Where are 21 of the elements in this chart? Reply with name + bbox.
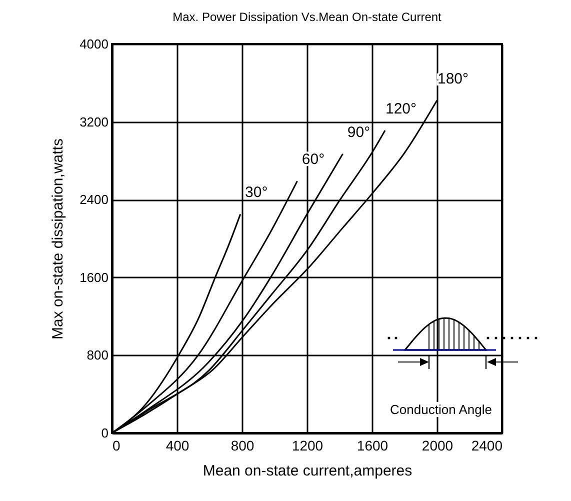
series-label: 30° (245, 184, 268, 202)
x-axis-title: Mean on-state current,amperes (202, 462, 412, 480)
series-label: 180° (437, 70, 469, 88)
series-label: 120° (385, 100, 417, 118)
chart-title: Max. Power Dissipation Vs.Mean On-state Current (172, 10, 442, 24)
x-tick-label: 2000 (422, 438, 454, 454)
y-tick-label: 1600 (80, 270, 108, 285)
x-tick-label: 2400 (471, 438, 503, 454)
y-tick-label: 4000 (80, 36, 108, 52)
x-tick-label: 1200 (292, 438, 324, 454)
annotation: Conduction Angle (390, 402, 492, 417)
x-tick-label: 800 (230, 438, 254, 454)
y-axis-title: Max on-state dissipation,watts (50, 138, 67, 340)
x-tick-label: 0 (112, 438, 120, 454)
series-label: 90° (347, 124, 370, 141)
x-tick-label: 400 (166, 438, 190, 454)
y-tick-label: 3200 (80, 114, 108, 130)
y-tick-label: 800 (86, 348, 108, 363)
y-tick-label: 0 (101, 426, 108, 440)
y-tick-label: 2400 (80, 192, 108, 208)
x-tick-label: 1600 (356, 438, 388, 454)
